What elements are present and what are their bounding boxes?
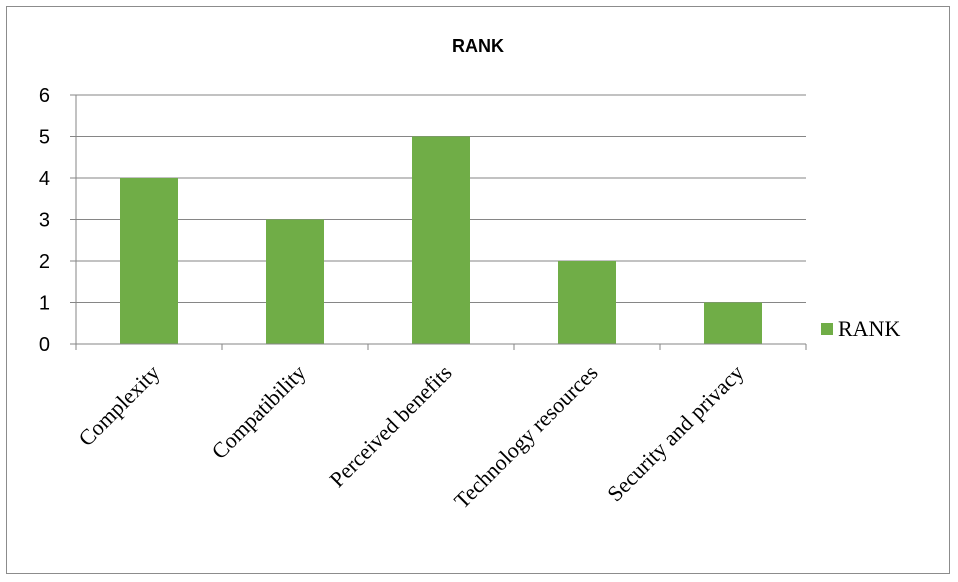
y-tick-label: 3: [39, 210, 50, 232]
x-category-label: Technology resources: [449, 360, 603, 514]
bar: [266, 219, 324, 344]
chart-title: RANK: [452, 36, 504, 56]
bar: [120, 178, 178, 344]
x-category-label: Complexity: [73, 360, 164, 451]
y-tick-label: 0: [39, 334, 50, 356]
bar: [558, 261, 616, 344]
x-category-label: Compatibility: [206, 360, 310, 464]
bar: [704, 302, 762, 344]
bar: [412, 136, 470, 344]
legend-swatch: [821, 323, 833, 335]
y-axis-ticks: 0 1 2 3 4 5 6: [39, 85, 50, 356]
x-axis-labels: Complexity Compatibility Perceived benefit…: [73, 360, 748, 514]
legend-label: RANK: [838, 316, 900, 341]
y-tick-label: 2: [39, 251, 50, 273]
y-tick-label: 5: [39, 127, 50, 149]
legend: RANK: [821, 316, 900, 341]
x-category-label: Security and privacy: [602, 360, 748, 506]
x-category-label: Perceived benefits: [324, 360, 456, 492]
y-tick-label: 6: [39, 85, 50, 107]
bars: [120, 136, 762, 344]
axes: [70, 95, 807, 350]
y-tick-label: 4: [39, 168, 50, 190]
y-tick-label: 1: [39, 293, 50, 315]
